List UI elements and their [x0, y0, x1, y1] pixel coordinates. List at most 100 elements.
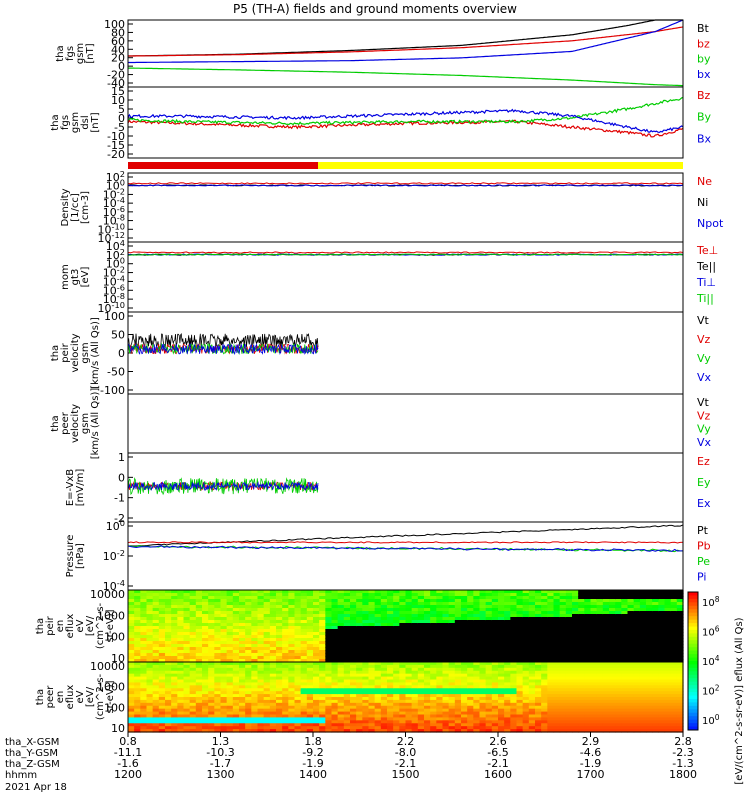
heatmap-cell [282, 697, 289, 701]
heatmap-cell [658, 702, 666, 707]
heatmap-cell [578, 673, 585, 678]
heatmap-cell [177, 697, 185, 701]
heatmap-cell [664, 667, 672, 672]
heatmap-cell [288, 682, 296, 686]
heatmap-cell [411, 659, 419, 663]
heatmap-cell [251, 702, 259, 707]
heatmap-cell [331, 602, 339, 606]
heatmap-cell [195, 629, 203, 633]
heatmap-cell [356, 623, 363, 627]
heatmap-cell [430, 653, 437, 657]
heatmap-cell [239, 638, 246, 642]
heatmap-cell [454, 593, 462, 597]
heatmap-cell [590, 626, 598, 630]
heatmap-cell [313, 599, 320, 603]
heatmap-cell [282, 623, 289, 627]
heatmap-cell [313, 644, 320, 648]
heatmap-cell [387, 676, 394, 681]
heatmap-cell [615, 629, 622, 633]
heatmap-cell [639, 679, 647, 684]
heatmap-cell [251, 697, 259, 701]
heatmap-cell [134, 670, 141, 675]
heatmap-cell [436, 697, 444, 701]
heatmap-cell [374, 699, 382, 704]
heatmap-cell [498, 708, 505, 713]
heatmap-cell [380, 638, 388, 642]
heatmap-cell [596, 691, 604, 695]
heatmap-cell [559, 641, 567, 645]
heatmap-cell [128, 729, 135, 733]
heatmap-cell [189, 596, 197, 600]
heatmap-cell [590, 644, 598, 648]
heatmap-cell [541, 623, 548, 627]
heatmap-cell [128, 620, 135, 624]
heatmap-cell [232, 664, 240, 669]
heatmap-cell [430, 708, 437, 713]
heatmap-cell [269, 708, 277, 713]
heatmap-cell [448, 602, 456, 606]
heatmap-cell [399, 714, 407, 719]
heatmap-cell [393, 647, 400, 651]
heatmap-cell [399, 635, 407, 639]
heatmap-cell [522, 638, 530, 642]
heatmap-cell [331, 667, 339, 672]
heatmap-cell [436, 590, 444, 594]
heatmap-cell [146, 635, 154, 639]
heatmap-cell [676, 699, 684, 704]
heatmap-cell [646, 626, 653, 630]
heatmap-cell [251, 670, 259, 675]
heatmap-cell [269, 635, 277, 639]
heatmap-cell [171, 670, 178, 675]
heatmap-cell [202, 673, 209, 678]
heatmap-cell [454, 676, 462, 681]
heatmap-cell [195, 638, 203, 642]
y-tick-label: 10-8 [103, 213, 125, 228]
heatmap-cell [269, 685, 277, 689]
heatmap-cell [195, 623, 203, 627]
heatmap-cell [461, 723, 468, 727]
heatmap-cell [627, 602, 635, 606]
heatmap-cell [276, 699, 283, 704]
heatmap-cell [590, 711, 598, 716]
heatmap-cell [226, 659, 234, 663]
colorbar-label: [eV/(cm^2-s-sr-eV)] eflux (All Qs) [734, 617, 745, 784]
heatmap-cell [202, 702, 209, 707]
colorbar-segment [688, 609, 698, 614]
heatmap-cell [467, 599, 474, 603]
legend-entry-Bz: Bz [697, 89, 711, 102]
heatmap-cell [245, 664, 252, 669]
heatmap-cell [405, 635, 413, 639]
heatmap-cell [639, 647, 647, 651]
heatmap-cell [424, 608, 431, 612]
heatmap-cell [516, 647, 524, 651]
heatmap-cell [380, 599, 388, 603]
heatmap-cell [263, 670, 271, 675]
heatmap-cell [664, 705, 672, 710]
heatmap-cell [356, 635, 363, 639]
heatmap-cell [208, 662, 215, 666]
heatmap-cell [609, 620, 616, 624]
heatmap-cell [350, 714, 357, 719]
heatmap-cell [454, 623, 462, 627]
heatmap-cell [535, 623, 542, 627]
heatmap-cell [226, 599, 234, 603]
heatmap-cell [590, 596, 598, 600]
heatmap-cell [658, 708, 666, 713]
heatmap-cell [547, 667, 555, 672]
heatmap-cell [498, 697, 505, 701]
y-axis-label-peir_velocity: gsm [80, 342, 91, 363]
heatmap-cell [337, 629, 345, 633]
heatmap-cell [177, 602, 185, 606]
heatmap-cell [442, 729, 450, 733]
colorbar-tick-label: 106 [702, 625, 720, 639]
heatmap-cell [578, 676, 585, 681]
heatmap-cell [239, 617, 246, 621]
heatmap-cell [417, 653, 425, 657]
heatmap-cell [189, 632, 197, 636]
heatmap-cell [171, 697, 178, 701]
heatmap-cell [368, 676, 376, 681]
heatmap-cell [510, 723, 518, 727]
heatmap-cell [202, 653, 209, 657]
heatmap-cell [442, 623, 450, 627]
heatmap-cell [263, 617, 271, 621]
